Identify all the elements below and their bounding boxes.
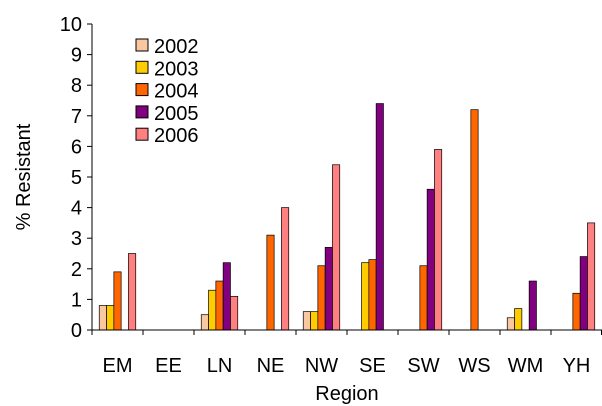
bar-sw-2004 — [420, 266, 427, 330]
x-tick-label: YH — [563, 355, 591, 377]
y-tick-label: 7 — [71, 106, 82, 128]
legend-label-2002: 2002 — [154, 36, 199, 58]
x-tick-label: SW — [407, 355, 439, 377]
y-tick-label: 1 — [71, 289, 82, 311]
legend-label-2005: 2005 — [154, 103, 199, 125]
bar-em-2003 — [107, 306, 114, 330]
bar-sw-2005 — [427, 189, 434, 330]
legend-swatch-2005 — [136, 106, 148, 118]
legend-swatch-2006 — [136, 128, 148, 140]
bar-nw-2006 — [332, 165, 339, 330]
bar-ln-2003 — [209, 290, 216, 330]
bar-se-2004 — [369, 260, 376, 330]
bar-em-2004 — [114, 272, 121, 330]
bar-em-2006 — [128, 254, 135, 331]
y-tick-label: 9 — [71, 45, 82, 67]
bar-ln-2006 — [230, 296, 237, 330]
bar-nw-2005 — [325, 247, 332, 330]
x-tick-label: NE — [257, 355, 285, 377]
legend-swatch-2002 — [136, 39, 148, 51]
y-axis-ticks: 0 1 2 3 4 5 6 7 8 9 10 — [60, 14, 92, 342]
bar-nw-2004 — [318, 266, 325, 330]
y-tick-label: 10 — [60, 14, 82, 36]
x-axis-ticks: EM EE LN NE NW SE SW WS WM YH — [92, 330, 602, 377]
x-tick-label: WS — [458, 355, 490, 377]
x-tick-label: EE — [155, 355, 182, 377]
y-tick-label: 3 — [71, 228, 82, 250]
bar-nw-2003 — [311, 312, 318, 330]
bar-nw-2002 — [303, 312, 310, 330]
bar-se-2003 — [362, 263, 369, 330]
x-tick-label: SE — [359, 355, 386, 377]
y-tick-label: 0 — [71, 320, 82, 342]
x-axis-title: Region — [315, 383, 378, 405]
bar-yh-2005 — [580, 257, 587, 330]
bar-ln-2004 — [216, 281, 223, 330]
legend-label-2006: 2006 — [154, 125, 199, 147]
bar-ln-2002 — [201, 315, 208, 330]
bar-se-2005 — [376, 104, 383, 330]
y-tick-label: 8 — [71, 75, 82, 97]
bar-wm-2002 — [507, 318, 514, 330]
bar-ne-2004 — [267, 235, 274, 330]
legend-label-2004: 2004 — [154, 81, 199, 103]
bar-yh-2004 — [573, 293, 580, 330]
y-tick-label: 4 — [71, 198, 82, 220]
x-tick-label: WM — [508, 355, 544, 377]
bar-wm-2003 — [515, 309, 522, 330]
x-tick-label: NW — [305, 355, 338, 377]
bar-ws-2004 — [471, 110, 478, 330]
y-tick-label: 6 — [71, 136, 82, 158]
bar-yh-2006 — [587, 223, 594, 330]
bar-ne-2006 — [281, 208, 288, 330]
y-tick-label: 5 — [71, 167, 82, 189]
y-tick-label: 2 — [71, 259, 82, 281]
legend-swatch-2003 — [136, 61, 148, 73]
x-tick-label: LN — [207, 355, 233, 377]
bar-ln-2005 — [223, 263, 230, 330]
bar-em-2002 — [99, 306, 106, 330]
y-axis-title: % Resistant — [13, 123, 35, 230]
bar-sw-2006 — [434, 149, 441, 330]
bar-wm-2005 — [529, 281, 536, 330]
x-tick-label: EM — [103, 355, 133, 377]
legend-swatch-2004 — [136, 84, 148, 96]
legend-label-2003: 2003 — [154, 58, 199, 80]
